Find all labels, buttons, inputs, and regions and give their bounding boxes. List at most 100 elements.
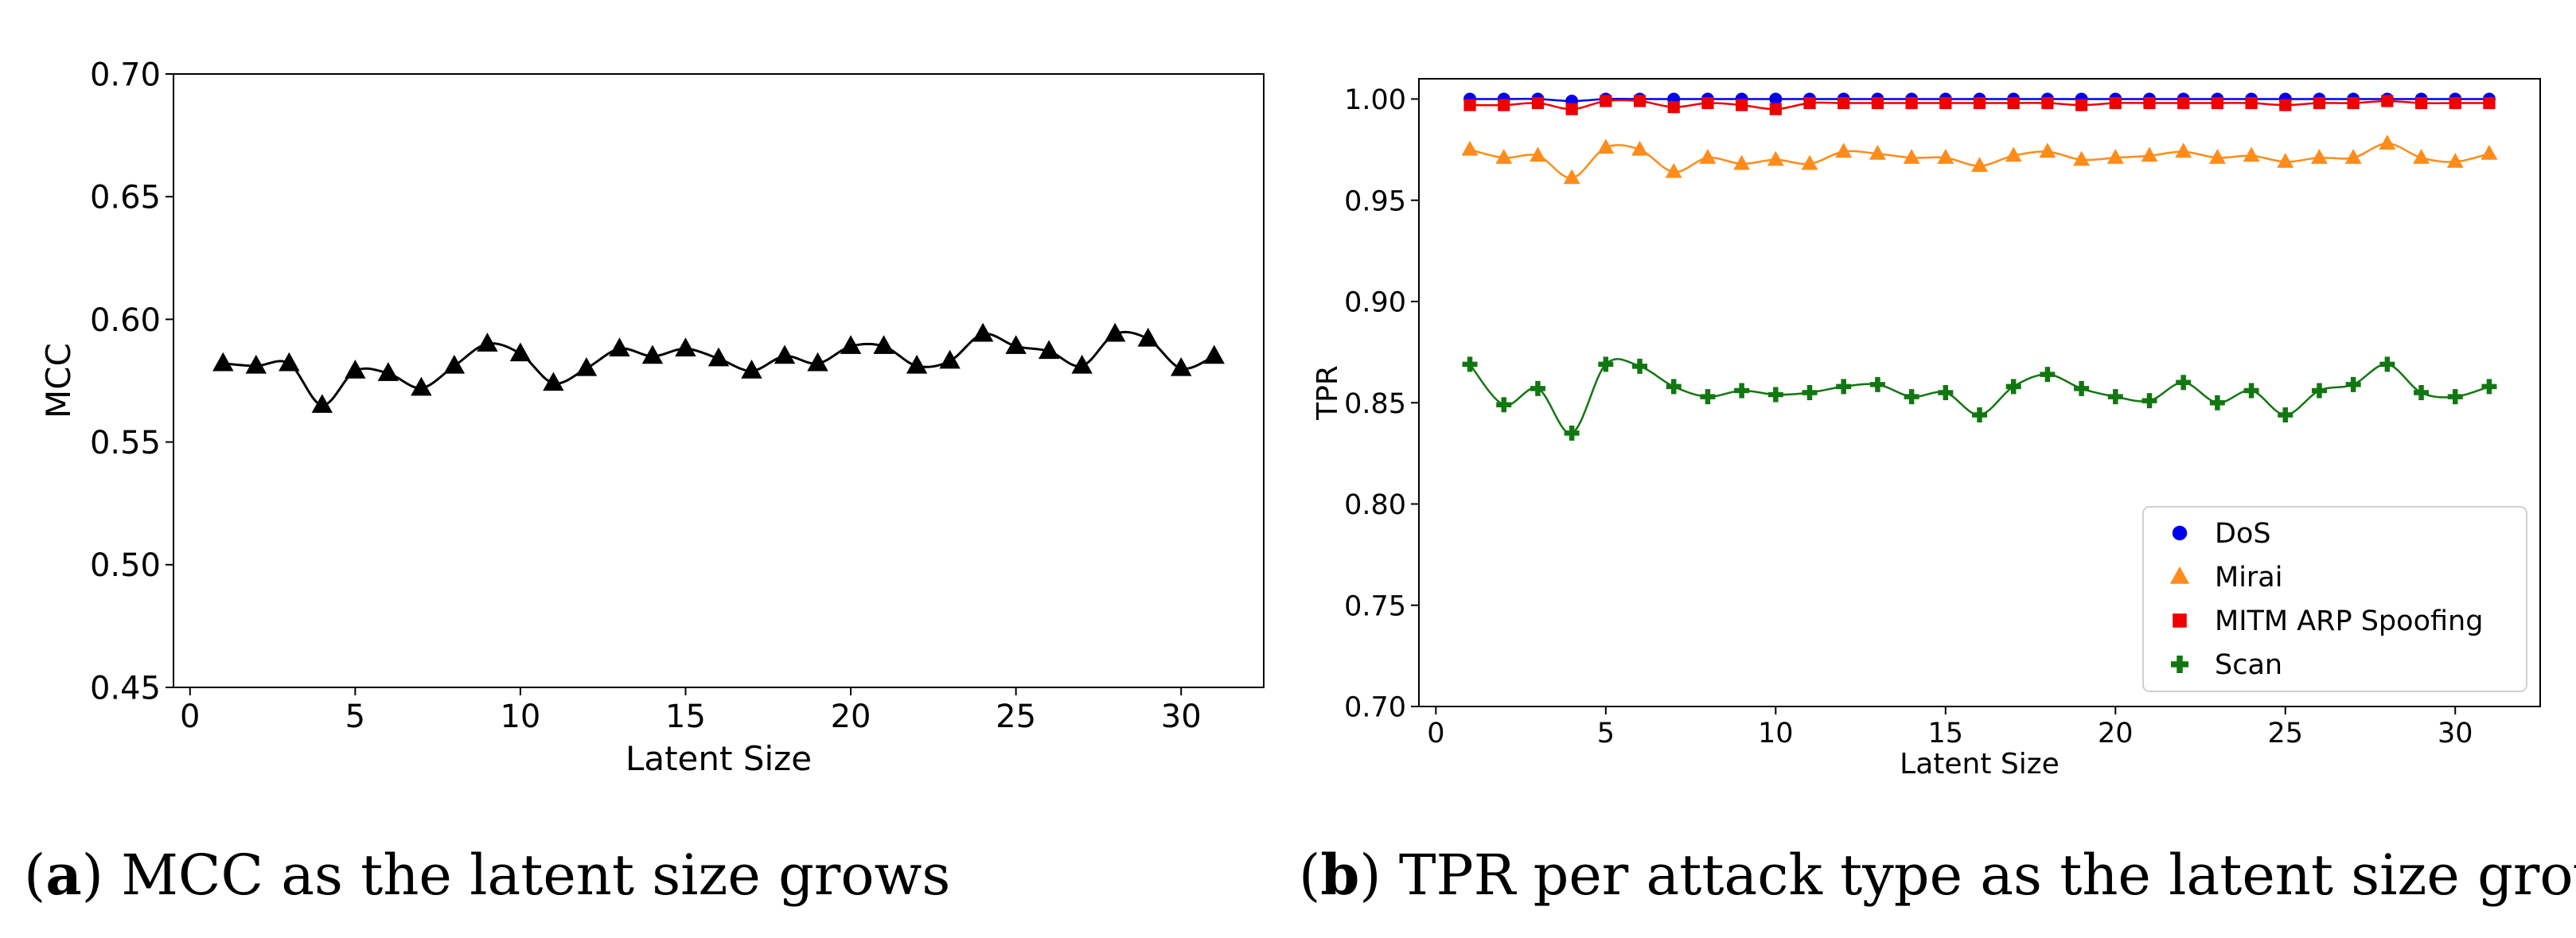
mcc-x-tick-label: 20 <box>831 699 871 735</box>
mcc-series-line-mcc <box>223 330 1215 407</box>
mcc-y-tick-label: 0.55 <box>90 425 161 461</box>
tpr-x-tick-label: 5 <box>1597 718 1615 749</box>
tpr-data-point-mirai <box>1461 140 1479 156</box>
legend-label-mirai: Mirai <box>2215 562 2282 594</box>
tpr-y-axis-label: TPR <box>1311 365 1344 421</box>
mcc-data-point-mcc <box>641 344 664 364</box>
tpr-data-point-scan <box>1564 425 1580 441</box>
mcc-data-point-mcc <box>1171 356 1192 376</box>
tpr-data-point-mirai <box>2243 146 2260 162</box>
tpr-x-tick-label: 15 <box>1928 718 1964 749</box>
tpr-data-point-mitm-arp-spoofing <box>1463 99 1476 111</box>
tpr-data-point-mitm-arp-spoofing <box>1871 96 1884 110</box>
tpr-data-point-scan <box>2005 379 2021 395</box>
mcc-data-point-mcc <box>1071 354 1093 374</box>
tpr-data-point-mitm-arp-spoofing <box>1803 96 1816 110</box>
tpr-data-point-mitm-arp-spoofing <box>1565 103 1578 115</box>
mcc-data-point-mcc <box>1005 335 1027 354</box>
tpr-data-point-mitm-arp-spoofing <box>2414 96 2428 110</box>
tpr-data-point-mirai <box>1699 149 1717 164</box>
tpr-data-point-mitm-arp-spoofing <box>2041 96 2054 110</box>
mcc-y-axis-label: MCC <box>39 343 78 418</box>
tpr-data-point-mitm-arp-spoofing <box>2143 96 2156 110</box>
mcc-data-point-mcc <box>1203 344 1225 364</box>
mcc-data-point-mcc <box>311 394 333 413</box>
tpr-y-tick-label: 0.80 <box>1344 489 1406 521</box>
tpr-data-point-mitm-arp-spoofing <box>1939 96 1952 110</box>
mcc-data-point-mcc <box>840 335 862 354</box>
tpr-data-point-mitm-arp-spoofing <box>2007 96 2020 110</box>
mcc-data-point-mcc <box>575 356 598 376</box>
mcc-y-tick-label: 0.45 <box>90 670 161 706</box>
tpr-data-point-mirai <box>2106 149 2124 164</box>
tpr-data-point-scan <box>1462 356 1478 372</box>
tpr-data-point-dos <box>1769 92 1783 106</box>
tpr-data-point-mitm-arp-spoofing <box>1667 101 1680 114</box>
tpr-data-point-mirai <box>1631 140 1648 156</box>
tpr-data-point-mirai <box>1529 146 1546 162</box>
mcc-y-tick-label: 0.65 <box>90 180 161 216</box>
tpr-data-point-scan <box>1632 358 1648 374</box>
tpr-data-point-mirai <box>1903 149 1920 164</box>
mcc-data-point-mcc <box>972 322 994 342</box>
mcc-data-point-mcc <box>509 342 532 362</box>
mcc-data-point-mcc <box>609 337 630 356</box>
tpr-data-point-scan <box>1938 385 1954 400</box>
tpr-data-point-mitm-arp-spoofing <box>2109 96 2122 110</box>
tpr-data-point-mitm-arp-spoofing <box>1905 96 1918 110</box>
tpr-data-point-scan <box>1767 387 1783 403</box>
tpr-data-point-mirai <box>2379 134 2396 150</box>
tpr-data-point-scan <box>2345 376 2361 392</box>
legend-marker-dos <box>2172 525 2188 541</box>
tpr-data-point-scan <box>2379 356 2395 372</box>
legend-box <box>2142 506 2527 692</box>
tpr-data-point-mirai <box>1597 138 1615 154</box>
tpr-data-point-mirai <box>1835 142 1853 158</box>
mcc-x-axis-label: Latent Size <box>625 739 812 778</box>
mcc-y-tick-label: 0.70 <box>90 56 161 93</box>
mcc-data-point-mcc <box>212 352 234 372</box>
tpr-data-point-scan <box>2447 389 2463 405</box>
tpr-x-tick-label: 30 <box>2438 718 2473 749</box>
mcc-x-tick-label: 30 <box>1161 699 1202 735</box>
mcc-data-point-mcc <box>1137 327 1159 347</box>
tpr-data-point-scan <box>1530 380 1545 396</box>
tpr-data-point-mitm-arp-spoofing <box>2347 96 2360 110</box>
mcc-x-tick-label: 0 <box>180 699 200 735</box>
tpr-data-point-mirai <box>1937 149 1954 164</box>
tpr-data-point-mirai <box>1801 154 1818 170</box>
tpr-data-point-scan <box>2074 380 2090 396</box>
mcc-data-point-mcc <box>245 354 267 374</box>
tpr-data-point-mitm-arp-spoofing <box>2211 96 2223 110</box>
tpr-data-point-mirai <box>2039 142 2056 158</box>
tpr-x-tick-label: 25 <box>2267 718 2303 749</box>
tpr-data-point-mirai <box>1563 169 1580 185</box>
mcc-plot-frame <box>173 73 1265 688</box>
tpr-data-point-mitm-arp-spoofing <box>2313 96 2326 110</box>
tpr-data-point-mirai <box>2208 149 2226 164</box>
tpr-data-point-mirai <box>2141 146 2158 162</box>
mcc-x-tick-label: 5 <box>345 699 365 735</box>
tpr-y-tick-label: 0.90 <box>1344 287 1406 319</box>
tpr-data-point-mitm-arp-spoofing <box>2075 99 2088 111</box>
tpr-data-point-mirai <box>1665 162 1682 178</box>
tpr-data-point-mitm-arp-spoofing <box>1736 99 1748 111</box>
tpr-x-tick-label: 0 <box>1427 718 1444 749</box>
mcc-data-point-mcc <box>807 352 828 372</box>
tpr-data-point-mitm-arp-spoofing <box>1600 95 1612 107</box>
tpr-data-point-scan <box>1904 389 1919 405</box>
tpr-data-point-mitm-arp-spoofing <box>2279 99 2292 111</box>
mcc-chart: 0 5 10 15 20 25 30 0.45 0.50 0.55 0.60 0.65 0.70 Lat… <box>39 56 1265 778</box>
tpr-data-point-scan <box>1666 379 1682 395</box>
mcc-y-tick-label: 0.60 <box>90 302 161 339</box>
tpr-data-point-mitm-arp-spoofing <box>2381 95 2394 107</box>
mcc-data-point-mcc <box>377 362 399 381</box>
mcc-data-point-mcc <box>1038 340 1060 360</box>
tpr-data-point-mirai <box>2311 149 2328 164</box>
tpr-data-point-mitm-arp-spoofing <box>1837 96 1850 110</box>
mcc-data-point-mcc <box>675 337 696 356</box>
tpr-data-point-mirai <box>1495 149 1513 164</box>
legend-label-scan: Scan <box>2215 649 2282 681</box>
legend-marker-mitm-arp-spoofing <box>2173 613 2187 628</box>
mcc-x-tick-label: 15 <box>665 699 706 735</box>
